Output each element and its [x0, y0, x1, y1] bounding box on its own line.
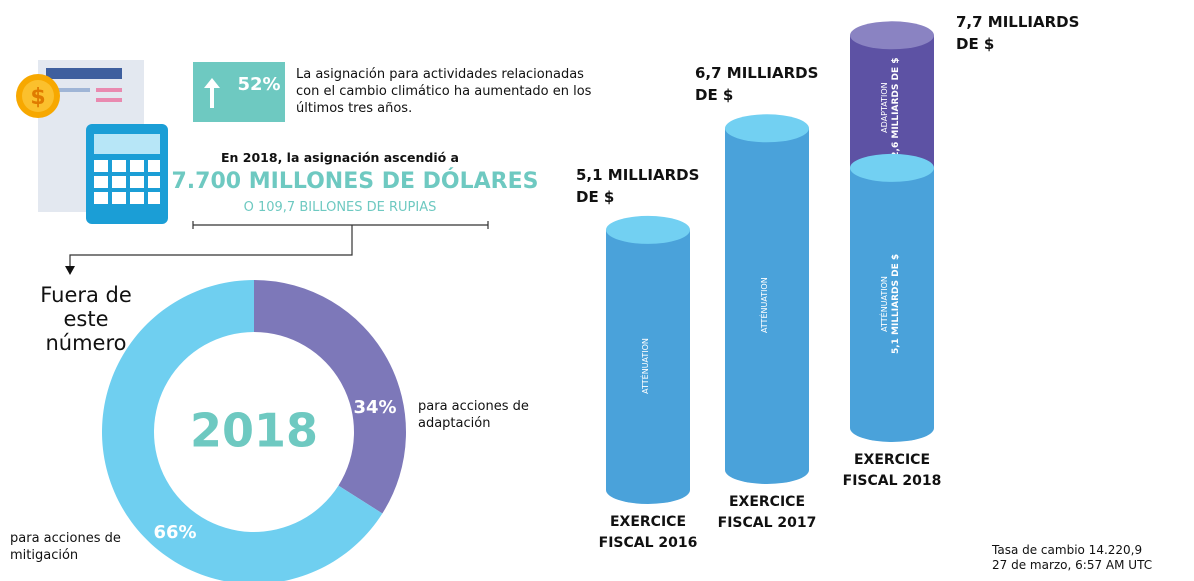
value-label: 66% [153, 522, 196, 543]
category-label: EXERCICE FISCAL 2016 [583, 512, 713, 554]
arrow-label: Fuera de este número [26, 283, 146, 355]
footnote-rate: Tasa de cambio 14.220,9 [992, 543, 1142, 558]
cylinder-top [850, 154, 934, 182]
increase-text: La asignación para actividades relaciona… [296, 66, 596, 117]
total-label: 7,7 MILLIARDS DE $ [956, 11, 1096, 55]
cylinder-top [725, 114, 809, 142]
total-label: 5,1 MILLIARDS DE $ [576, 164, 716, 208]
charts: 34% 66% 2018 ATTÉNUATION ATTÉNUATION ADAPTATI… [0, 0, 1194, 581]
intro: En 2018, la asignación ascendió a [190, 150, 490, 165]
value-label: 2,6 MILLIARDS DE $ [891, 57, 901, 157]
center-label: 2018 [190, 404, 318, 458]
total-label: 6,7 MILLIARDS DE $ [695, 62, 835, 106]
cylinder-top [606, 216, 690, 244]
increase-value: 52% [229, 74, 289, 95]
value-label: 5,1 MILLIARDS DE $ [891, 254, 901, 354]
footnote-date: 27 de marzo, 6:57 AM UTC [992, 558, 1152, 573]
cylinder-top [850, 21, 934, 49]
value-label: 34% [353, 397, 396, 418]
series-name: ATTÉNUATION [878, 276, 889, 332]
category-label: para acciones de adaptación [418, 398, 548, 432]
category-label: EXERCICE FISCAL 2017 [702, 492, 832, 534]
category-label: EXERCICE FISCAL 2018 [827, 450, 957, 492]
page: $ 34%66%2018ATTÉNUATIONATTÉNUATIONADAPTA… [0, 0, 1194, 581]
series-name: ADAPTATION [880, 82, 889, 132]
category-label: para acciones de mitigación [10, 530, 140, 564]
amount: 7.700 MILLONES DE DÓLARES [160, 169, 550, 194]
series-name: ATTÉNUATION [639, 338, 650, 394]
amount-alt: O 109,7 BILLONES DE RUPIAS [190, 200, 490, 215]
series-name: ATTÉNUATION [758, 277, 769, 333]
